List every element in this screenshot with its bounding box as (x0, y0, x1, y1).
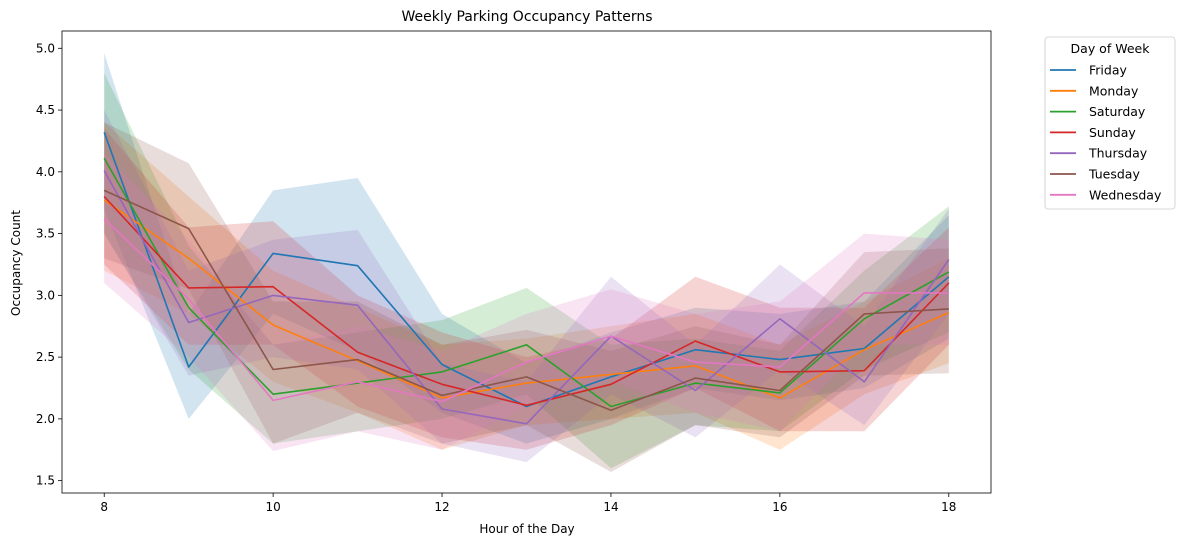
x-axis-title: Hour of the Day (479, 522, 574, 536)
x-tick-label: 18 (941, 500, 956, 514)
legend-label-saturday: Saturday (1089, 104, 1146, 119)
legend-label-monday: Monday (1089, 83, 1139, 98)
y-axis: 1.5 2.0 2.5 3.0 3.5 4.0 4.5 5.0 (36, 41, 62, 488)
band-thursday (104, 110, 949, 463)
band-friday (104, 53, 949, 444)
band-saturday (104, 73, 949, 469)
series-line-monday (103, 199, 950, 399)
series-line-saturday (103, 157, 950, 408)
y-tick-label: 2.5 (36, 350, 55, 364)
band-wednesday (104, 153, 949, 452)
series-line-sunday (103, 195, 950, 407)
y-tick-label: 4.0 (36, 165, 55, 179)
legend-frame (1044, 36, 1176, 210)
y-tick-label: 3.0 (36, 288, 55, 302)
chart-title: Weekly Parking Occupancy Patterns (401, 9, 652, 25)
y-tick-label: 2.0 (36, 412, 55, 426)
y-tick-label: 1.5 (36, 474, 55, 488)
x-tick-label: 10 (265, 500, 280, 514)
y-tick-label: 3.5 (36, 227, 55, 241)
legend-label-wednesday: Wednesday (1089, 187, 1162, 202)
x-tick-label: 16 (772, 500, 787, 514)
series-lines (103, 132, 950, 425)
x-tick-label: 12 (434, 500, 449, 514)
series-line-wednesday (103, 218, 949, 403)
series-line-tuesday (103, 189, 949, 412)
band-sunday (104, 128, 949, 450)
series-line-thursday (103, 170, 950, 425)
legend-title: Day of Week (1071, 41, 1151, 56)
y-axis-title: Occupancy Count (9, 210, 23, 316)
legend-items: Friday Monday Saturday Sunday Thursday Tuesda… (1050, 63, 1162, 202)
x-axis: 8 10 12 14 16 18 (100, 493, 956, 514)
series-line-friday (103, 132, 950, 408)
legend-label-thursday: Thursday (1088, 146, 1148, 161)
legend: Day of Week Friday Monday Saturday Sunday Th… (1044, 36, 1176, 210)
y-tick-label: 5.0 (36, 41, 55, 55)
x-tick-label: 14 (603, 500, 618, 514)
legend-label-friday: Friday (1089, 63, 1127, 78)
y-tick-label: 4.5 (36, 103, 55, 117)
x-tick-label: 8 (100, 500, 108, 514)
legend-label-tuesday: Tuesday (1088, 167, 1140, 182)
legend-label-sunday: Sunday (1089, 125, 1136, 140)
plot-frame (61, 30, 992, 494)
band-monday (104, 122, 949, 450)
confidence-bands (104, 53, 949, 473)
